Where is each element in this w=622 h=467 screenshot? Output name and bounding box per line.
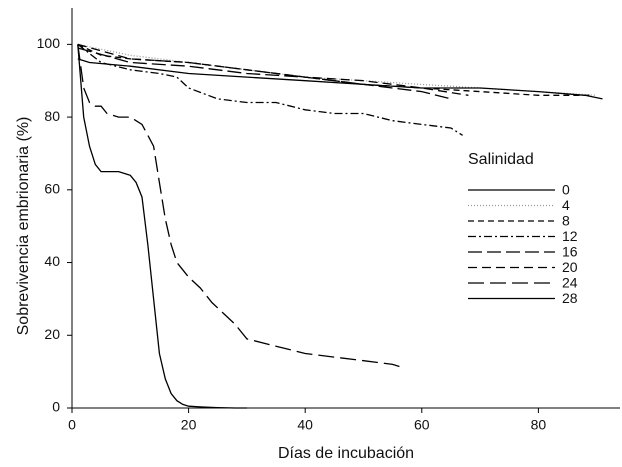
legend-label: 0 [562, 182, 570, 198]
legend-label: 4 [562, 197, 570, 213]
series-line [77, 47, 452, 100]
y-axis-label: Sobrevivencia embrionaria (%) [15, 117, 32, 336]
legend-label: 12 [562, 228, 578, 244]
legend-label: 20 [562, 259, 578, 275]
series-line [77, 58, 603, 100]
y-tick-label: 100 [37, 35, 61, 51]
legend-title: Salinidad [468, 151, 534, 168]
legend-label: 28 [562, 290, 578, 306]
x-tick-label: 80 [531, 417, 547, 433]
y-tick-label: 80 [44, 108, 60, 124]
x-tick-label: 20 [181, 417, 197, 433]
y-tick-label: 0 [52, 399, 60, 415]
legend-label: 8 [562, 213, 570, 229]
y-tick-label: 20 [44, 326, 60, 342]
x-tick-label: 0 [68, 417, 76, 433]
legend-label: 24 [562, 275, 578, 291]
series-line [77, 43, 463, 136]
y-tick-label: 40 [44, 253, 60, 269]
legend-label: 16 [562, 244, 578, 260]
series-line [77, 44, 247, 409]
x-tick-label: 60 [414, 417, 430, 433]
x-tick-label: 40 [297, 417, 313, 433]
series-line [77, 44, 405, 369]
y-tick-label: 60 [44, 181, 60, 197]
x-axis-label: Días de incubación [278, 445, 414, 462]
